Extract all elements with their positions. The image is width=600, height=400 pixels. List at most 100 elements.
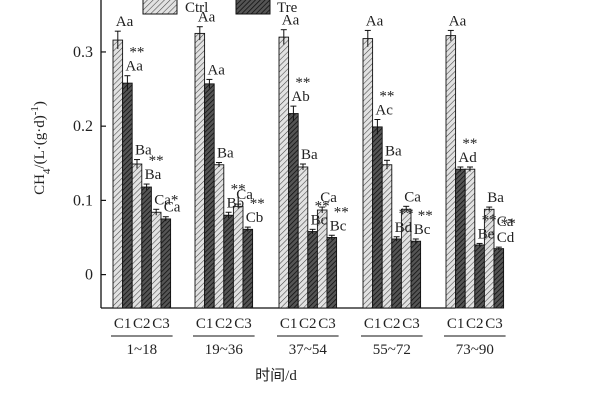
significance-marker: ** [379,88,394,104]
bar-ctrl-c3 [232,205,244,309]
significance-marker: ** [315,198,330,214]
bar-tre-c2 [474,244,485,309]
sub-category-label: C2 [133,316,151,332]
significance-marker: ** [501,216,516,232]
annotation-label: Bc [330,218,347,234]
y-axis-title: CH4/(L·(g·d)-1) [29,101,53,195]
bar-ctrl-c1 [362,38,374,309]
bar-tre-c2 [391,238,402,309]
bar-ctrl-c2 [381,164,393,309]
bar-tre-c1 [455,168,466,309]
annotation-label: Ba [135,143,152,159]
bar-tre-c3 [242,228,254,309]
bar-ctrl-c1 [445,35,457,309]
bar-tre-c2 [223,214,234,309]
legend: Ctrl Tre [142,0,298,16]
significance-marker: ** [462,136,477,152]
annotation-label: Ca [320,190,337,206]
significance-marker: ** [334,204,349,220]
annotation-label: Cb [246,210,264,226]
annotation-label: Ad [458,150,477,166]
annotation-label: Ba [487,190,504,206]
bar-tre-c3 [410,240,422,309]
bar-tre-c1 [288,113,299,309]
sub-category-label: C3 [318,316,336,332]
annotation-label: Ab [291,89,309,105]
annotation-label: Ca [164,200,181,216]
annotation-label: Aa [366,13,384,29]
sub-category-label: C2 [215,316,233,332]
annotation-label: Bd [395,220,413,236]
annotation-label: Ba [217,146,234,162]
y-tick-label: 0.2 [73,118,93,135]
group-label: 19~36 [205,342,244,358]
y-title-base: CH [32,174,48,195]
annotation-label: Ba [145,167,162,183]
legend-swatch-ctrl [142,0,178,15]
significance-marker: ** [250,196,265,212]
bar-tre-c1 [372,126,383,309]
y-tick-label: 0 [85,267,93,284]
bar-ctrl-c1 [112,39,124,309]
bar-ctrl-c1 [194,32,206,309]
bar-ctrl-c2 [297,166,309,309]
sub-category-label: C2 [383,316,401,332]
y-ticks: 0 0.1 0.2 0.3 [73,44,106,284]
annotation-label: Aa [116,14,134,30]
significance-marker: ** [482,212,497,228]
annotation-label: Ca [404,189,421,205]
sub-category-label: C1 [114,316,132,332]
y-title-mid: /(L·(g·d) [32,115,48,168]
legend-label-ctrl: Ctrl [185,0,208,16]
bar-ctrl-c2 [213,164,225,309]
significance-marker: ** [295,75,310,91]
significance-marker: ** [399,206,414,222]
bar-tre-c1 [122,82,133,309]
bar-ctrl-c1 [278,36,290,309]
significance-marker: ** [149,153,164,169]
significance-marker: ** [231,181,246,197]
bar-tre-c2 [141,186,152,309]
sub-category-label: C3 [152,316,170,332]
group-label: 37~54 [289,342,328,358]
legend-label-tre: Tre [277,0,298,16]
sub-category-label: C3 [485,316,503,332]
sub-category-label: C2 [299,316,317,332]
legend-swatch-tre [235,0,271,15]
y-tick-label: 0.3 [73,44,93,61]
sub-category-label: C1 [447,316,465,332]
bar-tre-c1 [204,83,215,309]
bar-tre-c2 [307,231,318,309]
annotation-label: Bc [414,222,431,238]
annotation-label: Ca [497,214,514,230]
bar-ctrl-c3 [150,211,162,309]
sub-category-label: C1 [196,316,214,332]
bar-ctrl-c2 [131,163,143,309]
sub-category-label: C3 [234,316,252,332]
annotation-label: Aa [282,13,300,29]
group-label: 55~72 [373,342,411,358]
annotation-label: Ac [375,102,393,118]
annotation-label: Bc [311,212,328,228]
bar-tre-c3 [493,248,505,309]
y-tick-label: 0.1 [73,192,93,209]
bar-tre-c3 [326,237,338,309]
y-title-tail: ) [32,101,48,106]
annotation-label: Aa [449,13,467,29]
sub-category-label: C1 [364,316,382,332]
bar-ctrl-c2 [464,168,476,309]
annotation-label: Ba [385,143,402,159]
group-label: 73~90 [456,342,494,358]
annotation-label: Bb [227,195,245,211]
sub-category-label: C1 [280,316,298,332]
x-axis-title: 时间/d [255,367,297,384]
annotation-label: Ca [236,187,253,203]
annotation-label: Ba [301,147,318,163]
sub-category-label: C2 [466,316,484,332]
y-title-sup: -1 [29,106,41,115]
significance-annotations: AaAa**BaBa**Ca*CaAaAaBaBb**CaCb**AaAb**B… [116,10,516,246]
annotation-label: Aa [198,10,216,26]
bars [112,26,505,309]
bar-tre-c3 [160,218,172,309]
